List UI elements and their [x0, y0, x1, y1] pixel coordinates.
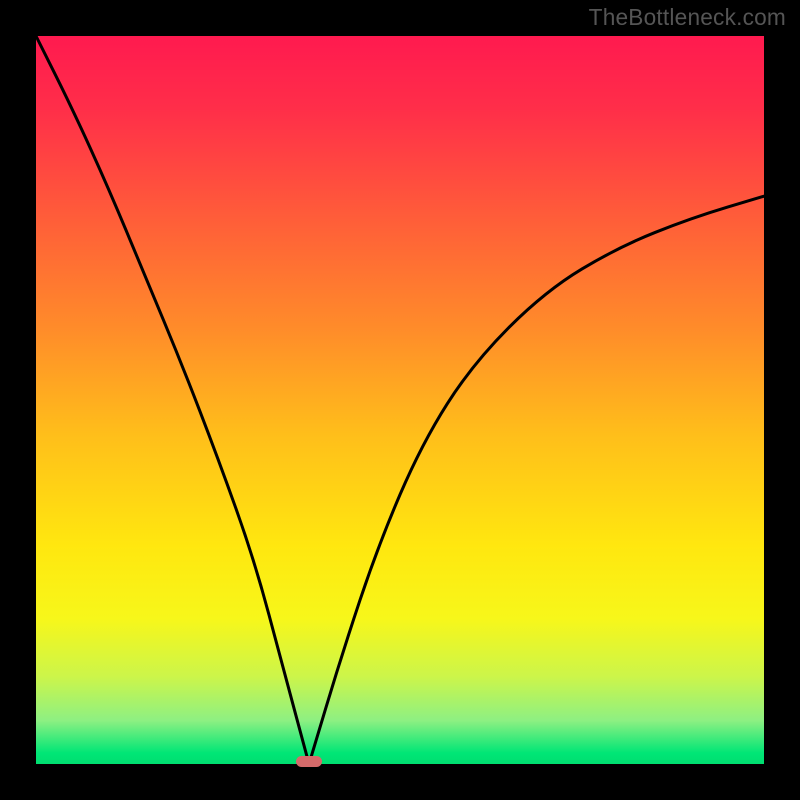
chart-frame: TheBottleneck.com — [0, 0, 800, 800]
curve-left-branch — [36, 36, 309, 764]
curve-right-branch — [309, 196, 764, 764]
plot-area — [36, 36, 764, 764]
watermark-text: TheBottleneck.com — [589, 4, 786, 31]
bottleneck-curve — [36, 36, 764, 764]
optimal-point-marker — [296, 756, 321, 767]
